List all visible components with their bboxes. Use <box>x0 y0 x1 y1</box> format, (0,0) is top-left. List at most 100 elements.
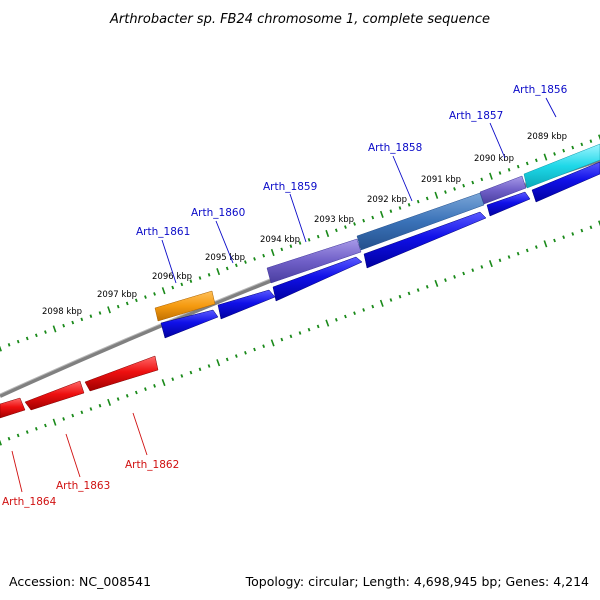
minor-tick <box>516 164 520 169</box>
reverse-label-leaders <box>11 412 148 493</box>
minor-tick <box>453 187 456 191</box>
minor-tick <box>44 330 47 334</box>
gene-label-forward[interactable]: Arth_1857 <box>449 110 503 122</box>
major-tick <box>52 418 57 426</box>
minor-tick <box>534 245 538 249</box>
minor-tick <box>316 324 320 329</box>
minor-tick <box>416 288 420 292</box>
kbp-label: 2098 kbp <box>42 307 82 317</box>
gene-label-reverse[interactable]: Arth_1864 <box>2 496 57 508</box>
gene-arrow-forward[interactable] <box>272 256 363 302</box>
minor-tick <box>144 295 147 299</box>
forward-label-leaders <box>161 97 557 284</box>
minor-tick <box>425 284 429 289</box>
minor-tick <box>225 357 229 362</box>
minor-tick <box>289 244 293 248</box>
major-tick <box>0 345 2 352</box>
kbp-label: 2090 kbp <box>474 154 514 164</box>
minor-tick <box>471 268 475 273</box>
minor-tick <box>198 367 202 372</box>
minor-tick <box>344 314 347 319</box>
minor-tick <box>407 291 411 296</box>
minor-tick <box>480 177 484 182</box>
minor-tick <box>407 203 411 207</box>
minor-tick <box>362 308 366 312</box>
gene-arrow-forward[interactable] <box>531 161 600 203</box>
minor-tick <box>89 314 93 318</box>
minor-tick <box>298 241 302 245</box>
gene-arrow-reverse[interactable] <box>0 397 26 419</box>
minor-tick <box>362 218 366 223</box>
minor-tick <box>144 387 147 392</box>
sequence-summary-text: Topology: circular; Length: 4,698,945 bp… <box>245 574 589 589</box>
minor-tick <box>516 251 520 256</box>
minor-tick <box>71 320 75 325</box>
minor-tick <box>571 145 575 150</box>
minor-tick <box>353 311 356 316</box>
minor-tick <box>198 276 202 280</box>
minor-tick <box>562 148 566 153</box>
minor-tick <box>507 255 511 259</box>
gene-label-forward[interactable]: Arth_1861 <box>136 226 190 238</box>
major-tick <box>216 359 221 367</box>
minor-tick <box>498 258 502 263</box>
minor-tick <box>425 196 429 201</box>
major-tick <box>379 210 384 218</box>
minor-tick <box>44 423 47 428</box>
gene-label-forward[interactable]: Arth_1856 <box>513 84 568 96</box>
outer-tick-ring <box>0 134 600 352</box>
major-tick <box>598 134 600 141</box>
gene-arrow-reverse[interactable] <box>84 355 159 392</box>
gene-label-forward[interactable]: Arth_1859 <box>263 181 317 193</box>
gene-label-reverse[interactable]: Arth_1863 <box>56 480 110 492</box>
minor-tick <box>225 266 229 271</box>
minor-tick <box>171 377 175 382</box>
minor-tick <box>580 142 584 147</box>
map-title: Arthrobacter sp. FB24 chromosome 1, comp… <box>109 12 490 27</box>
minor-tick <box>262 253 266 258</box>
minor-tick <box>153 292 156 296</box>
minor-tick <box>389 209 393 213</box>
minor-tick <box>553 238 556 243</box>
gene-arrow-forward[interactable] <box>160 309 219 339</box>
minor-tick <box>189 279 193 283</box>
minor-tick <box>298 331 302 335</box>
minor-tick <box>389 298 393 302</box>
gene-label-reverse[interactable]: Arth_1862 <box>125 459 179 471</box>
minor-tick <box>71 413 75 418</box>
major-tick <box>52 325 57 333</box>
minor-tick <box>171 285 175 290</box>
minor-tick <box>307 238 311 242</box>
minor-tick <box>589 225 593 230</box>
major-tick <box>325 319 330 327</box>
minor-tick <box>316 234 320 239</box>
minor-tick <box>125 301 129 306</box>
minor-tick <box>7 343 11 347</box>
major-tick <box>434 279 439 287</box>
major-tick <box>0 439 2 446</box>
kbp-label: 2095 kbp <box>205 253 245 263</box>
gene-arrow-forward[interactable] <box>217 289 276 320</box>
minor-tick <box>416 199 420 204</box>
minor-tick <box>180 374 184 378</box>
gene-arrow-forward[interactable] <box>363 211 487 269</box>
minor-tick <box>525 161 529 166</box>
minor-tick <box>344 225 347 229</box>
gene-label-forward[interactable]: Arth_1858 <box>368 142 422 154</box>
minor-tick <box>462 183 466 188</box>
minor-tick <box>89 407 93 411</box>
minor-tick <box>280 337 284 342</box>
minor-tick <box>525 248 529 253</box>
gene-label-forward[interactable]: Arth_1860 <box>191 207 245 219</box>
minor-tick <box>207 273 211 277</box>
gene-arrow-reverse[interactable] <box>24 380 85 411</box>
kbp-label: 2089 kbp <box>527 132 567 142</box>
gene-arrow-forward[interactable] <box>486 191 531 217</box>
minor-tick <box>498 171 502 175</box>
minor-tick <box>444 190 447 194</box>
kbp-label: 2094 kbp <box>260 235 300 245</box>
minor-tick <box>453 274 456 279</box>
feature-bar-purple <box>479 175 527 205</box>
minor-tick <box>116 304 120 309</box>
feature-bar-orange <box>154 290 216 322</box>
